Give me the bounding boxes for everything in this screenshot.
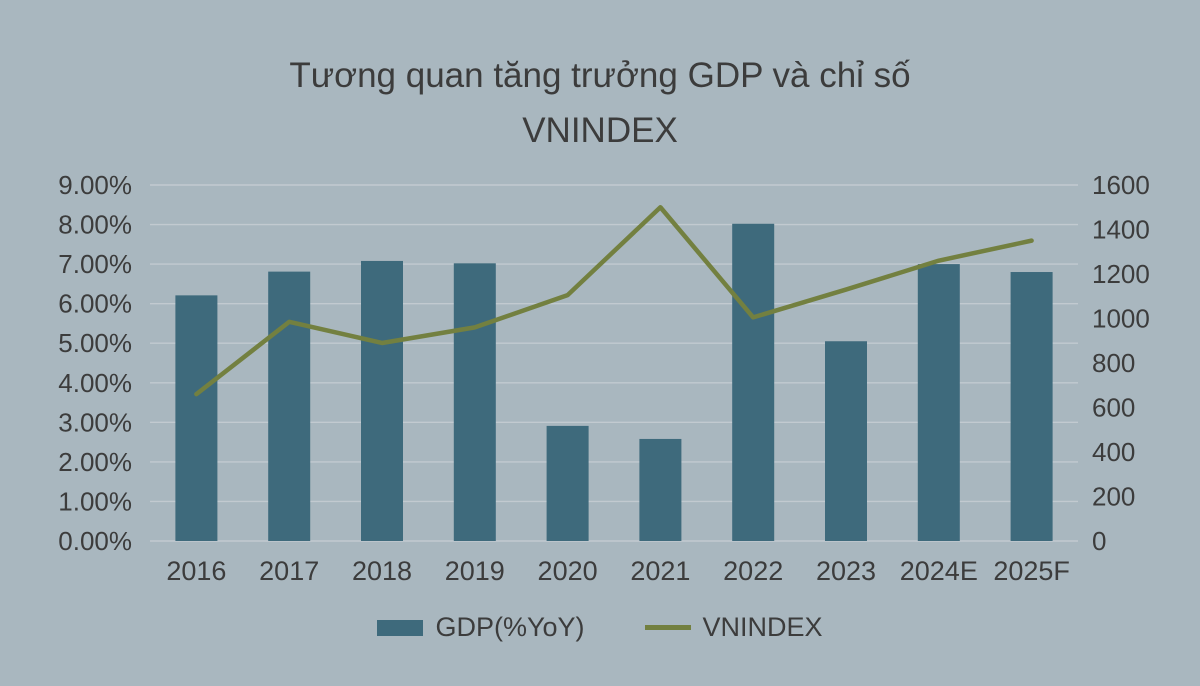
chart-title: Tương quan tăng trưởng GDP và chỉ số VNI… [0, 48, 1200, 158]
vnindex-line-swatch [644, 625, 691, 630]
x-axis-label: 2022 [723, 556, 783, 586]
y-axis-left-label: 2.00% [58, 447, 132, 477]
y-axis-left-label: 8.00% [58, 210, 132, 240]
legend-label-vnindex: VNINDEX [702, 612, 823, 642]
gdp-bar-swatch [377, 619, 424, 636]
chart-title-line1: Tương quan tăng trưởng GDP và chỉ số [289, 56, 911, 95]
x-axis-label: 2025F [993, 556, 1070, 586]
gdp-bar [453, 263, 496, 541]
legend-item-gdp: GDP(%YoY) [377, 612, 585, 643]
y-axis-right-label: 1400 [1092, 215, 1150, 245]
vnindex-line [194, 205, 1034, 397]
y-axis-right-label: 0 [1092, 526, 1106, 556]
gdp-bar [1010, 272, 1053, 541]
gdp-bar [361, 260, 403, 541]
y-axis-right-label: 600 [1092, 393, 1135, 423]
legend-label-gdp: GDP(%YoY) [435, 612, 585, 642]
y-axis-left-label: 7.00% [58, 249, 132, 279]
y-axis-left-label: 3.00% [58, 407, 132, 437]
y-axis-right-label: 800 [1092, 348, 1135, 378]
x-axis-label: 2021 [630, 556, 690, 586]
y-axis-right-label: 1000 [1092, 304, 1150, 334]
y-axis-left-label: 1.00% [58, 486, 132, 516]
legend-item-vnindex: VNINDEX [644, 612, 823, 643]
x-axis-label: 2024E [900, 556, 978, 586]
y-axis-right-label: 400 [1092, 437, 1135, 467]
y-axis-left-label: 9.00% [58, 170, 132, 200]
gdp-bar [546, 425, 589, 541]
y-axis-left-label: 6.00% [58, 289, 132, 319]
y-axis-left-label: 4.00% [58, 368, 132, 398]
gdp-bar [268, 271, 311, 541]
y-axis-left-label: 0.00% [58, 526, 132, 556]
y-axis-left-label: 5.00% [58, 328, 132, 358]
x-axis-label: 2020 [538, 556, 598, 586]
gdp-bar [917, 264, 960, 541]
x-axis-label: 2017 [259, 556, 319, 586]
x-axis-label: 2019 [445, 556, 505, 586]
x-axis-label: 2023 [816, 556, 876, 586]
x-axis-label: 2016 [166, 556, 226, 586]
chart-legend: GDP(%YoY) VNINDEX [0, 612, 1200, 643]
gdp-bar [825, 341, 867, 541]
gdp-bar [175, 295, 218, 541]
y-axis-right-label: 1600 [1092, 170, 1150, 200]
x-axis-label: 2018 [352, 556, 412, 586]
gdp-bar [639, 438, 682, 541]
y-axis-right-label: 1200 [1092, 259, 1150, 289]
gdp-bar [732, 223, 775, 541]
y-axis-right-label: 200 [1092, 482, 1135, 512]
chart-title-line2: VNINDEX [522, 111, 678, 150]
